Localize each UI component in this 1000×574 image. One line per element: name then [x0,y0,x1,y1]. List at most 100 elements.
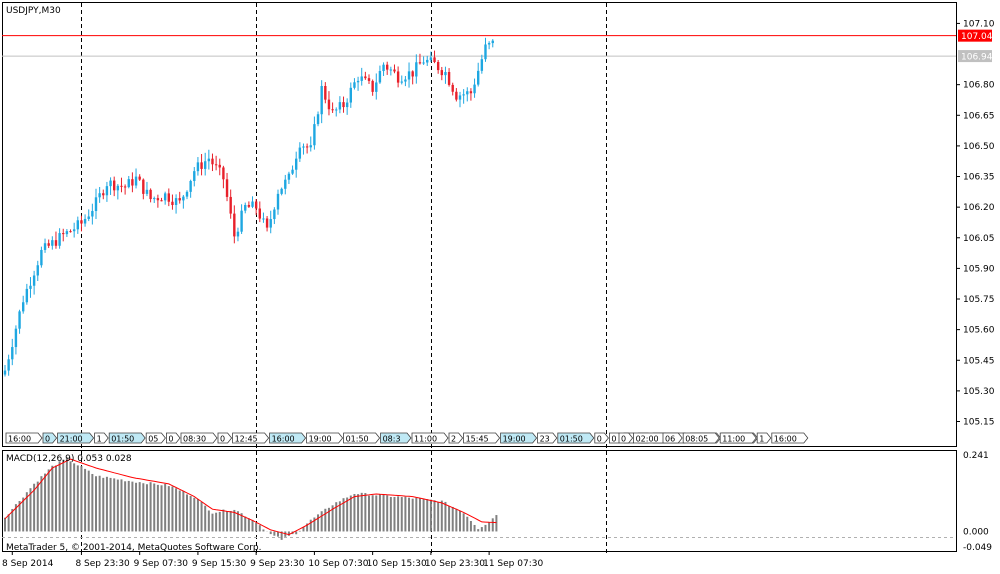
candle-body [269,219,272,228]
candle-body [280,188,283,194]
candle-body [145,189,149,194]
candle-body [225,179,229,197]
candle-body [102,193,105,196]
candle-body [251,201,254,207]
time-badge-shape [57,432,95,444]
candle-body [338,102,342,110]
candle-body [327,99,331,110]
time-badge-shape [217,432,233,444]
time-tick-label: 10 Sep 15:30 [367,559,427,569]
candle-body [436,62,440,71]
candle-body [32,275,36,286]
time-tick-label: 8 Sep 2014 [2,559,54,569]
candle-body [276,193,280,210]
candle-body [345,102,349,108]
candle-body [200,162,203,169]
candle-body [298,147,302,159]
time-badge-label: 11:00 [414,435,437,444]
candle-body [309,145,312,148]
candle-body [455,91,458,100]
time-badge: 01:50 [343,432,381,444]
time-badge: 0 [166,432,181,444]
time-badge-shape [5,432,43,444]
candle-body [258,208,261,219]
candle-body [382,64,385,72]
time-badge: 2 [448,432,464,444]
candle-body [142,179,145,194]
candle-body [491,40,494,44]
candle-body [396,71,400,83]
time-badge-shape [380,432,412,444]
time-badge-label: 16:00 [272,435,295,444]
candle-body [353,82,356,88]
candle-body [87,216,90,219]
candle-body [29,285,32,289]
candle-body [378,71,382,83]
candle-body [331,109,334,111]
price-tick-label: 105.90 [963,264,995,274]
candle-body [386,64,389,70]
candle-body [342,102,345,108]
candle-body [91,210,94,217]
candle-body [185,191,189,197]
candle-body [211,158,214,165]
time-badge: 08:30 [180,432,218,444]
time-badge-label: 0 [168,435,173,444]
time-badge: 16:00 [269,432,307,444]
time-badge-label: 19:00 [503,435,526,444]
bid-price-tag [958,29,992,42]
candle-body [14,328,18,348]
time-badge-shape [662,432,683,444]
macd-panel-frame [2,450,957,552]
candle-body [469,91,473,94]
time-badge: 19:00 [500,432,538,444]
price-tick-label: 106.20 [963,203,995,213]
candle-body [426,59,429,63]
time-badge-label: 0 [45,435,50,444]
candle-body [262,218,265,220]
time-badge-label: 08:05 [685,435,708,444]
candle-body [433,57,436,63]
bid-price-label: 107.04 [961,32,993,42]
copyright-text: MetaTrader 5, © 2001-2014, MetaQuotes So… [6,543,262,553]
price-tick-label: 105.75 [963,295,995,305]
time-badge-shape [166,432,181,444]
time-badge-label: 01:50 [346,435,369,444]
time-badge-label: 2 [451,435,456,444]
candle-body [407,71,411,80]
price-tick-label: 106.35 [963,173,995,183]
price-tick-label: 107.10 [963,19,995,29]
time-badge-label: 0 [621,435,626,444]
time-tick-label: 11 Sep 07:30 [483,559,543,569]
time-badge-label: 23 [540,435,550,444]
candle-body [360,76,363,81]
time-badge-label: 08:30 [183,435,206,444]
candle-body [389,69,393,71]
candle-body [411,71,414,77]
candle-body [189,180,192,192]
candle-body [76,220,79,230]
macd-axis: 0.241 0.000 -0.049 [963,451,992,553]
time-tick-label: 9 Sep 07:30 [134,559,189,569]
time-badge-shape [180,432,218,444]
candle-body [72,229,76,232]
candle-body [178,198,181,201]
time-badge-shape [145,432,166,444]
time-badge-label: 1 [759,435,764,444]
candle-body [466,91,469,95]
time-badge: 01:50 [108,432,146,444]
candle-body [473,84,476,94]
time-badge-label: 08:3 [383,435,401,444]
time-badge-label: 01:50 [111,435,134,444]
candle-body [400,81,403,83]
macd-tick-label: 0.241 [963,451,989,461]
candle-body [313,124,316,146]
candlestick-series [3,37,494,377]
time-badge-label: 0 [220,435,225,444]
candle-body [40,249,43,266]
time-tick-label: 10 Sep 23:30 [425,559,485,569]
trade-time-badges: 16:00 0 21:00 1 01:50 05 0 08:30 0 12:45 16:00 19:0… [5,432,809,444]
candle-body [233,213,236,237]
candle-body [167,193,170,202]
